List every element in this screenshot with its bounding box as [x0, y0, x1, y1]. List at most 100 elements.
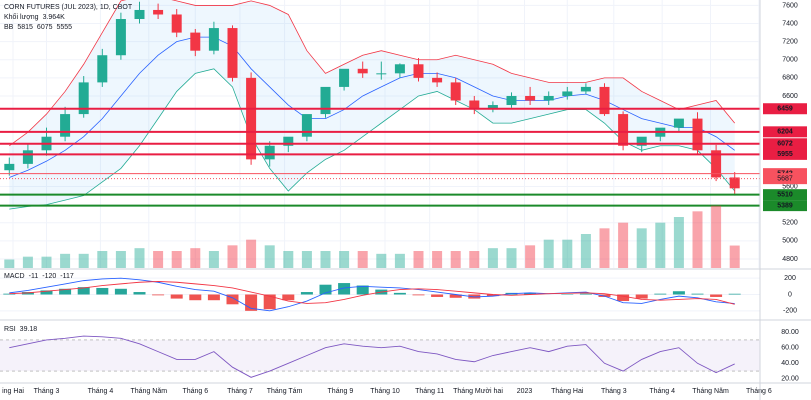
y-tick-label: 20.00 — [781, 376, 799, 383]
x-tick-label: Tháng Mười hai — [453, 388, 503, 395]
volume-bar — [41, 256, 52, 268]
macd-line — [9, 277, 735, 312]
bb-middle — [9, 36, 735, 178]
level-label-box — [763, 189, 807, 201]
volume-bar — [208, 251, 219, 268]
volume-bar — [115, 251, 126, 268]
y-tick-label: 6600 — [782, 93, 798, 100]
macd-histogram-bar — [338, 283, 351, 295]
y-tick-label: -200 — [783, 308, 797, 315]
legend-text: MACD — [4, 273, 25, 280]
y-tick-label: 5000 — [782, 238, 798, 245]
level-label: 6459 — [777, 106, 793, 113]
volume-bar — [134, 248, 145, 268]
legend-text: BB — [4, 24, 14, 31]
y-tick-label: 80.00 — [781, 329, 799, 336]
y-tick-label: 5600 — [782, 183, 798, 190]
candle-body — [22, 150, 33, 164]
x-tick-label: Tháng 4 — [649, 388, 675, 395]
macd-histogram-bar — [486, 294, 499, 297]
candle-body — [357, 68, 368, 74]
candle-body — [413, 64, 424, 78]
candle-body — [97, 55, 108, 83]
candle-body — [339, 68, 350, 87]
candle-body — [636, 136, 647, 146]
y-tick-label: 200 — [784, 275, 796, 282]
legend-text: -120 — [42, 273, 56, 280]
volume-bar — [673, 217, 684, 268]
macd-histogram-bar — [133, 292, 146, 295]
macd-histogram-bar — [3, 293, 16, 295]
macd-histogram-bar — [77, 287, 90, 295]
candle-body — [208, 28, 219, 51]
candle-body — [115, 19, 126, 56]
volume-bar — [580, 234, 591, 268]
macd-histogram-bar — [356, 285, 369, 295]
candle-body — [618, 114, 629, 146]
x-tick-label: Tháng 6 — [182, 388, 208, 395]
macd-histogram-bar — [300, 292, 313, 295]
macd-histogram-bar — [114, 288, 127, 295]
macd-histogram-bar — [691, 293, 704, 295]
macd-histogram-bar — [319, 284, 332, 295]
bb-upper — [9, 0, 736, 147]
macd-histogram-bar — [579, 293, 592, 295]
x-tick-label: Tháng 7 — [227, 388, 253, 395]
level-label-box — [763, 200, 807, 212]
volume-bar — [469, 251, 480, 268]
y-tick-label: 7400 — [782, 20, 798, 27]
candle-body — [246, 77, 257, 160]
bb-fill — [9, 0, 735, 210]
volume-bar — [525, 245, 536, 268]
volume-bar — [711, 205, 722, 268]
volume-bar — [432, 251, 443, 268]
volume-bar — [60, 253, 71, 268]
volume-bar — [599, 228, 610, 268]
macd-histogram-bar — [207, 294, 220, 301]
volume-bar — [22, 256, 33, 268]
candle-body — [264, 145, 275, 160]
legend-text: -117 — [60, 273, 74, 280]
level-label: 6072 — [777, 141, 793, 148]
macd-histogram-bar — [710, 294, 723, 297]
candle-body — [153, 9, 164, 15]
candle-body — [673, 118, 684, 128]
volume-bar — [264, 245, 275, 268]
candle-body — [692, 118, 703, 151]
y-tick-label: 0 — [788, 291, 792, 298]
legend-text: 5555 — [57, 24, 73, 31]
rsi-line — [9, 335, 735, 378]
candle-body — [599, 86, 610, 115]
chart-title: CORN FUTURES (JUL 2023), 1D, CBOT — [4, 4, 133, 11]
candle-body — [134, 9, 145, 20]
level-label: 5955 — [777, 151, 793, 158]
volume-bar — [78, 253, 89, 268]
volume-bar — [320, 251, 331, 268]
macd-histogram-bar — [431, 294, 444, 297]
x-tick-label: Tháng Năm — [692, 388, 729, 395]
macd-histogram-bar — [412, 294, 425, 296]
legend-text: 6075 — [37, 24, 53, 31]
y-tick-label: 6800 — [782, 75, 798, 82]
y-tick-label: 4800 — [782, 256, 798, 263]
level-label: 5389 — [777, 202, 793, 209]
macd-histogram-bar — [654, 293, 667, 295]
macd-histogram-bar — [728, 293, 741, 295]
candle-body — [543, 95, 554, 101]
volume-bar — [301, 251, 312, 268]
candle-body — [711, 150, 722, 178]
volume-bar — [97, 251, 108, 268]
candle-body — [506, 95, 517, 106]
x-tick-label: Tháng 9 — [328, 388, 354, 395]
volume-bar — [450, 251, 461, 268]
macd-histogram-bar — [170, 294, 183, 299]
candle-body — [450, 82, 461, 101]
volume-bar — [692, 211, 703, 268]
macd-histogram-bar — [672, 291, 685, 295]
macd-histogram-bar — [617, 294, 630, 302]
macd-histogram-bar — [635, 294, 648, 299]
x-tick-label: 2023 — [517, 388, 533, 395]
y-tick-label: 7200 — [782, 38, 798, 45]
volume-bar — [487, 248, 498, 268]
